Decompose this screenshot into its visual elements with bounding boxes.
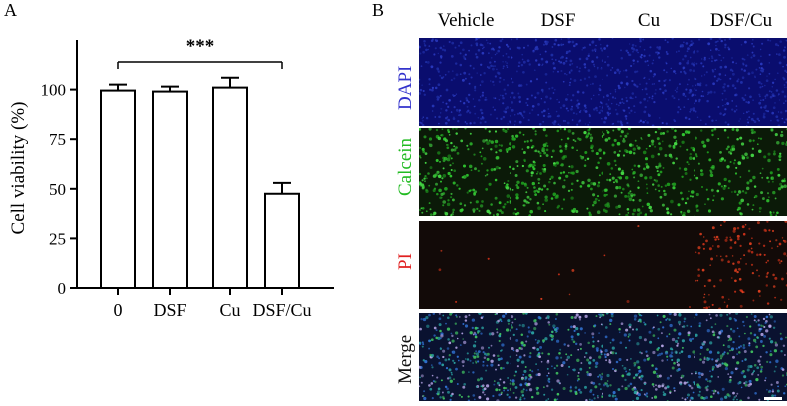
bar [212,86,248,289]
bar-chart: 0 25 50 75 100 Cell viability (%) 0 DSF Cu DSF/Cu… [8,36,334,320]
column-header-dsf: DSF [540,10,576,31]
y-tick-label: 25 [49,229,66,248]
column-header-vehicle: Vehicle [437,10,495,31]
y-tick-label: 100 [41,81,67,100]
micrograph-tile [419,128,514,216]
micrograph-tile [511,221,606,309]
micrograph-tile [419,38,514,126]
micrograph-tile [695,221,787,309]
scale-bar [764,397,782,400]
micrograph-tile [511,38,606,126]
bar [264,192,300,289]
row-label-dapi: DAPI [395,65,416,110]
y-tick-label: 50 [49,180,66,199]
micrograph-tile [695,128,787,216]
y-tick-label: 75 [49,130,66,149]
micrograph-tile [603,313,698,401]
micrograph-tile [511,128,606,216]
row-label-merge: Merge [395,334,416,384]
column-header-dsf-cu: DSF/Cu [709,10,773,31]
panel-a-letter: A [4,0,17,20]
micrograph-tile [419,221,514,309]
micrograph-tile [603,221,698,309]
y-tick-label: 0 [58,279,67,298]
micrograph-tile [419,313,514,401]
x-tick-label: DSF/Cu [252,300,311,320]
bar [152,90,188,289]
panel-b-letter: B [372,0,385,20]
significance-label: *** [186,36,215,57]
y-axis-label: Cell viability (%) [8,102,29,235]
micrograph-tile [695,38,787,126]
micrograph-tile [603,38,698,126]
column-header-cu: Cu [637,10,661,31]
row-label-calcein: Calcein [395,137,416,196]
bar [100,89,136,290]
row-label-pi: PI [395,253,416,270]
x-tick-label: 0 [114,300,123,320]
micrograph-tile [695,313,787,401]
x-tick-label: Cu [219,300,240,320]
x-tick-label: DSF [153,300,186,320]
micrograph-tile [603,128,698,216]
micrograph-tile [511,313,606,401]
